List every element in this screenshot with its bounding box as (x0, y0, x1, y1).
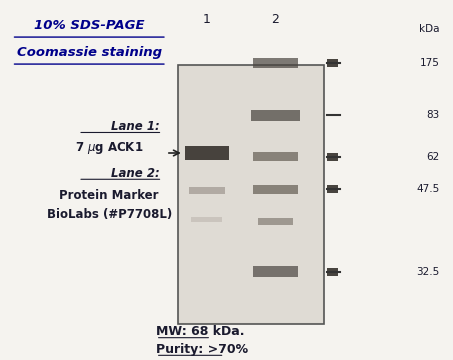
Bar (191, 217, 222, 222)
Bar (185, 146, 229, 160)
Text: 47.5: 47.5 (416, 184, 440, 194)
Bar (327, 268, 337, 276)
Text: MW: 68 kDa.: MW: 68 kDa. (156, 325, 244, 338)
Text: 1: 1 (203, 13, 211, 26)
Text: 7 $\mu$g ACK1: 7 $\mu$g ACK1 (75, 140, 144, 156)
Bar (327, 59, 337, 67)
Text: Lane 2:: Lane 2: (111, 167, 160, 180)
Bar (327, 185, 337, 193)
Bar (251, 110, 300, 121)
Bar (253, 58, 298, 68)
Text: 10% SDS-PAGE: 10% SDS-PAGE (34, 19, 145, 32)
Text: 62: 62 (426, 152, 440, 162)
Bar (327, 153, 337, 161)
Bar (253, 266, 298, 277)
Bar (178, 65, 324, 324)
Text: 83: 83 (426, 110, 440, 120)
Text: Purity: >70%: Purity: >70% (156, 343, 248, 356)
Text: 32.5: 32.5 (416, 267, 440, 277)
Text: kDa: kDa (419, 24, 440, 34)
Bar (180, 67, 322, 322)
Bar (253, 152, 298, 161)
Text: Protein Marker: Protein Marker (59, 189, 159, 202)
Text: Lane 1:: Lane 1: (111, 120, 160, 133)
Text: 175: 175 (420, 58, 440, 68)
Text: 2: 2 (272, 13, 280, 26)
Bar (258, 218, 293, 225)
Text: Coomassie staining: Coomassie staining (17, 46, 162, 59)
Text: BioLabs (#P7708L): BioLabs (#P7708L) (47, 208, 172, 221)
Bar (253, 185, 298, 194)
Bar (189, 187, 225, 194)
